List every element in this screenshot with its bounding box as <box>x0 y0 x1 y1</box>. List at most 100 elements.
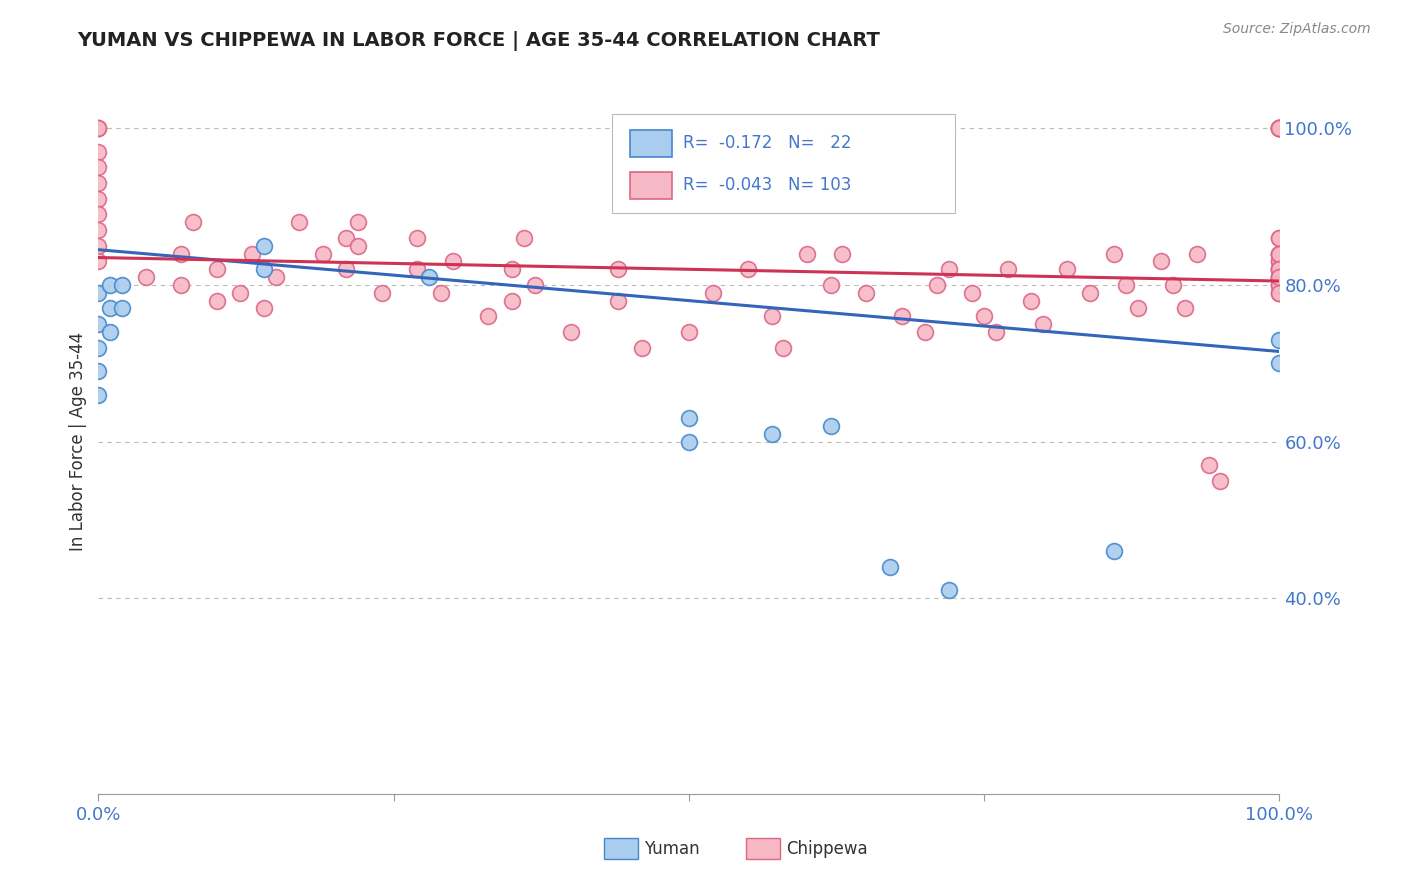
Point <box>630 341 652 355</box>
Point <box>1161 277 1184 292</box>
Point <box>1268 231 1291 245</box>
Point <box>1268 285 1291 300</box>
Point <box>938 262 960 277</box>
Point <box>501 262 523 277</box>
Point <box>678 411 700 425</box>
Point <box>501 293 523 308</box>
Point <box>772 341 794 355</box>
Point <box>1021 293 1043 308</box>
Point <box>87 161 110 175</box>
Point <box>678 434 700 449</box>
Text: Yuman: Yuman <box>644 840 700 858</box>
Point <box>87 254 110 268</box>
Text: Source: ZipAtlas.com: Source: ZipAtlas.com <box>1223 22 1371 37</box>
Point <box>87 223 110 237</box>
Point <box>406 231 429 245</box>
Point <box>938 583 960 598</box>
Point <box>87 285 110 300</box>
Point <box>418 270 440 285</box>
Point <box>98 301 121 316</box>
Point <box>87 192 110 206</box>
Point <box>512 231 534 245</box>
Point <box>1268 262 1291 277</box>
Point <box>430 285 453 300</box>
Y-axis label: In Labor Force | Age 35-44: In Labor Force | Age 35-44 <box>69 332 87 551</box>
Point <box>607 293 630 308</box>
Point <box>831 246 853 260</box>
Point <box>1268 262 1291 277</box>
Point <box>1150 254 1173 268</box>
Point <box>170 246 193 260</box>
Point <box>1268 277 1291 292</box>
Point <box>1268 121 1291 136</box>
Point <box>111 277 134 292</box>
Point <box>253 262 276 277</box>
Point <box>1102 246 1125 260</box>
Point <box>1056 262 1078 277</box>
Point <box>737 262 759 277</box>
Point <box>1268 121 1291 136</box>
Point <box>1209 474 1232 488</box>
Point <box>1268 246 1291 260</box>
Point <box>335 231 357 245</box>
FancyBboxPatch shape <box>630 172 672 199</box>
Point <box>98 277 121 292</box>
Point <box>87 176 110 190</box>
Point <box>1268 246 1291 260</box>
Point <box>1268 121 1291 136</box>
Point <box>253 301 276 316</box>
Point <box>1268 356 1291 370</box>
Point <box>87 207 110 221</box>
Point <box>87 364 110 378</box>
Point <box>1268 231 1291 245</box>
Point <box>253 239 276 253</box>
Point <box>524 277 547 292</box>
Point <box>371 285 394 300</box>
Point <box>240 246 263 260</box>
Point <box>1268 246 1291 260</box>
Point <box>1268 277 1291 292</box>
Point <box>678 325 700 339</box>
Point <box>87 121 110 136</box>
Point <box>1268 277 1291 292</box>
Point <box>87 145 110 159</box>
Point <box>890 310 912 324</box>
Point <box>607 262 630 277</box>
Point <box>335 262 357 277</box>
Point <box>1268 270 1291 285</box>
Point <box>87 317 110 331</box>
FancyBboxPatch shape <box>630 129 672 157</box>
Point <box>87 341 110 355</box>
FancyBboxPatch shape <box>612 114 955 212</box>
Point <box>205 293 228 308</box>
Point <box>98 325 121 339</box>
Point <box>87 121 110 136</box>
Point <box>1268 333 1291 347</box>
FancyBboxPatch shape <box>745 838 780 859</box>
Point <box>264 270 287 285</box>
Point <box>1174 301 1197 316</box>
Point <box>181 215 204 229</box>
Point <box>1115 277 1137 292</box>
Point <box>973 310 995 324</box>
Point <box>1268 246 1291 260</box>
Point <box>1185 246 1208 260</box>
Point <box>205 262 228 277</box>
Point <box>1032 317 1054 331</box>
Point <box>1268 121 1291 136</box>
FancyBboxPatch shape <box>605 838 638 859</box>
Point <box>441 254 464 268</box>
Point <box>1268 270 1291 285</box>
Point <box>135 270 157 285</box>
Point <box>1126 301 1149 316</box>
Text: YUMAN VS CHIPPEWA IN LABOR FORCE | AGE 35-44 CORRELATION CHART: YUMAN VS CHIPPEWA IN LABOR FORCE | AGE 3… <box>77 31 880 51</box>
Point <box>1268 254 1291 268</box>
Point <box>347 215 370 229</box>
Point <box>1268 254 1291 268</box>
Point <box>560 325 582 339</box>
Point <box>1268 270 1291 285</box>
Point <box>1268 285 1291 300</box>
Text: R=  -0.172   N=   22: R= -0.172 N= 22 <box>683 134 852 152</box>
Point <box>1268 121 1291 136</box>
Point <box>1102 544 1125 558</box>
